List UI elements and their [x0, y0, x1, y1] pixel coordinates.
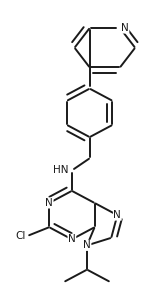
Text: N: N — [113, 210, 121, 220]
Text: HN: HN — [53, 166, 69, 175]
Text: N: N — [68, 234, 76, 244]
Text: N: N — [121, 23, 129, 33]
Text: N: N — [45, 198, 53, 208]
Text: N: N — [83, 241, 91, 250]
Text: Cl: Cl — [15, 231, 25, 241]
